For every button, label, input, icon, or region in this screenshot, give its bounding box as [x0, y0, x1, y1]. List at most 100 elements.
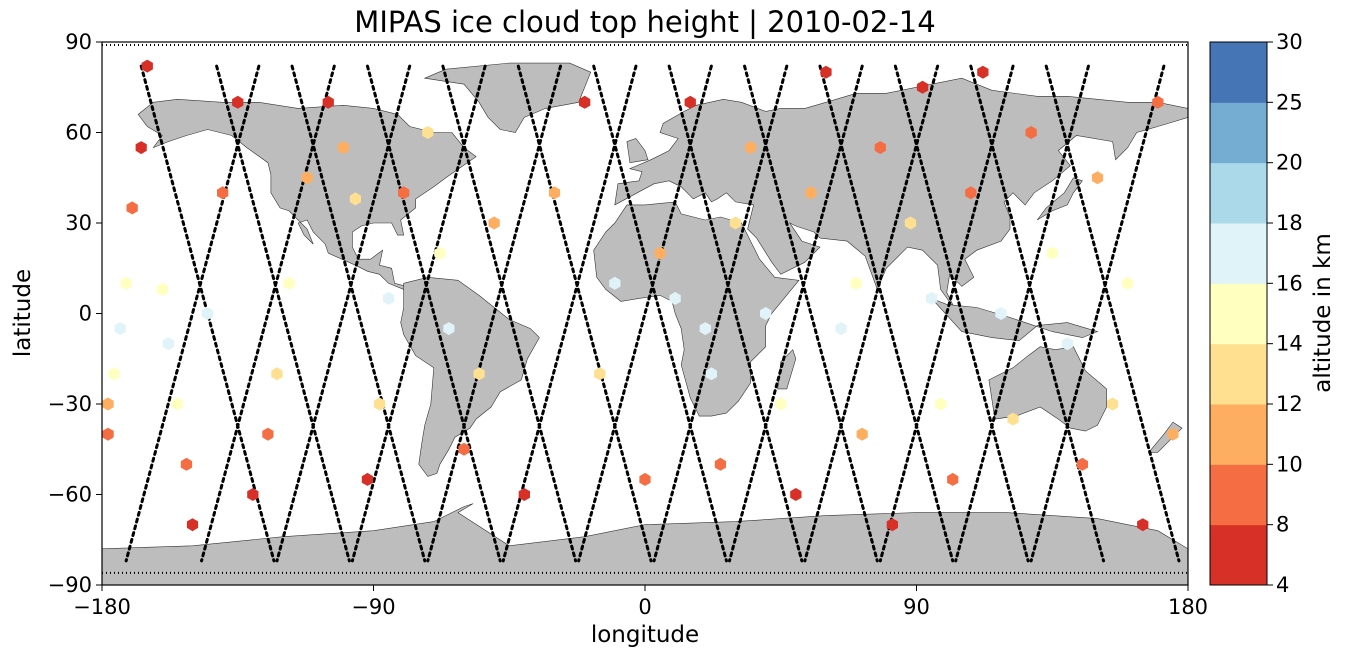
cloud-marker-12	[186, 518, 199, 532]
cloud-marker-31	[458, 442, 470, 456]
y-axis-label: latitude	[10, 269, 36, 357]
cloud-marker-56	[874, 141, 886, 155]
land-eurasia	[614, 77, 1188, 311]
cloud-marker-59	[916, 80, 929, 94]
orbit-track-17	[441, 64, 578, 563]
cloud-marker-65	[995, 307, 1007, 320]
land-indonesia	[931, 298, 1099, 342]
colorbar-tick-label-8: 25	[1276, 90, 1303, 114]
cloud-marker-30	[443, 322, 455, 336]
land-map	[102, 62, 1188, 585]
orbit-track-1	[200, 64, 336, 563]
cloud-marker-53	[835, 322, 847, 336]
cloud-marker-37	[594, 367, 606, 381]
cloud-marker-60	[926, 291, 938, 305]
cloud-marker-58	[904, 216, 917, 230]
cloud-marker-43	[699, 322, 711, 336]
land-south-america	[400, 276, 540, 477]
cloud-marker-25	[373, 397, 386, 411]
colorbar-segment-2	[1210, 404, 1267, 465]
orbit-track-12	[1029, 64, 1166, 563]
cloud-marker-40	[654, 246, 666, 260]
cloud-marker-41	[669, 291, 681, 305]
orbit-track-9	[803, 64, 940, 563]
orbit-track-18	[516, 64, 653, 563]
cloud-marker-66	[1007, 412, 1019, 426]
cloud-marker-10	[171, 397, 183, 411]
x-tick-label-4: 180	[1168, 595, 1208, 619]
cloud-marker-21	[322, 95, 334, 109]
cloud-marker-52	[820, 65, 832, 79]
orbit-track-7	[652, 64, 789, 563]
x-axis-label: longitude	[591, 622, 699, 648]
cloud-marker-9	[162, 337, 174, 351]
cloud-markers	[102, 59, 1179, 532]
cloud-marker-72	[1107, 397, 1119, 411]
colorbar-tick-label-6: 18	[1276, 211, 1303, 235]
cloud-marker-17	[262, 427, 274, 441]
cloud-marker-32	[473, 367, 485, 381]
cloud-marker-69	[1061, 337, 1073, 351]
cloud-marker-74	[1137, 518, 1149, 532]
cloud-marker-34	[518, 488, 530, 501]
colorbar-tick-label-9: 30	[1276, 30, 1303, 54]
y-tick-label-4: −30	[48, 392, 92, 416]
cloud-marker-6	[135, 141, 147, 155]
cloud-marker-46	[729, 216, 742, 230]
orbit-track-16	[365, 64, 502, 563]
x-tick-label-3: 90	[903, 595, 930, 619]
cloud-marker-64	[977, 65, 989, 79]
colorbar-segment-8	[1210, 42, 1267, 103]
cloud-marker-51	[805, 186, 817, 200]
cloud-marker-19	[283, 276, 295, 290]
colorbar-segment-5	[1210, 223, 1267, 284]
cloud-marker-22	[337, 141, 349, 155]
land-greenland	[423, 62, 592, 133]
cloud-marker-55	[856, 427, 868, 441]
cloud-marker-13	[202, 307, 214, 320]
orbit-track-25	[1044, 64, 1181, 563]
orbit-track-2	[275, 64, 412, 563]
x-tick-label-2: 0	[638, 595, 651, 619]
cloud-marker-38	[609, 276, 621, 290]
cloud-marker-16	[247, 488, 259, 501]
colorbar-tick-label-3: 12	[1276, 392, 1303, 416]
colorbar: 4 8 10 12 14 16 18 20 25 30	[1209, 30, 1303, 597]
orbit-track-15	[290, 64, 427, 563]
colorbar-segment-6	[1210, 162, 1267, 224]
y-tick-label-3: 0	[79, 302, 92, 326]
cloud-marker-44	[705, 367, 717, 381]
cloud-marker-36	[579, 95, 591, 109]
y-tick-label-0: 90	[65, 30, 92, 54]
colorbar-label: altitude in km	[1310, 233, 1336, 393]
cloud-marker-71	[1091, 171, 1104, 185]
orbit-track-8	[727, 64, 864, 563]
cloud-marker-42	[684, 95, 696, 109]
cloud-marker-57	[886, 518, 898, 532]
orbit-track-20	[667, 64, 804, 563]
cloud-marker-15	[232, 95, 244, 109]
orbit-track-10	[878, 64, 1015, 563]
colorbar-segment-7	[1210, 102, 1267, 164]
orbit-track-19	[592, 64, 728, 563]
land-australia	[988, 346, 1107, 432]
colorbar-tick-label-7: 20	[1276, 151, 1303, 175]
colorbar-frame	[1209, 41, 1268, 586]
orbit-tracks	[102, 44, 1188, 574]
orbit-track-5	[501, 64, 638, 563]
colorbar-tick-label-2: 10	[1276, 452, 1303, 476]
cloud-marker-73	[1122, 276, 1134, 290]
orbit-track-6	[577, 64, 713, 563]
cloud-marker-8	[156, 282, 168, 296]
cloud-marker-76	[1167, 427, 1179, 441]
cloud-marker-33	[488, 216, 500, 230]
cloud-marker-7	[141, 59, 153, 73]
orbit-track-4	[426, 64, 563, 563]
orbit-track-23	[893, 64, 1030, 563]
cloud-marker-48	[760, 307, 772, 320]
cloud-marker-39	[639, 472, 651, 486]
orbit-track-14	[215, 64, 351, 563]
orbit-track-24	[969, 64, 1106, 563]
cloud-marker-11	[180, 457, 193, 471]
